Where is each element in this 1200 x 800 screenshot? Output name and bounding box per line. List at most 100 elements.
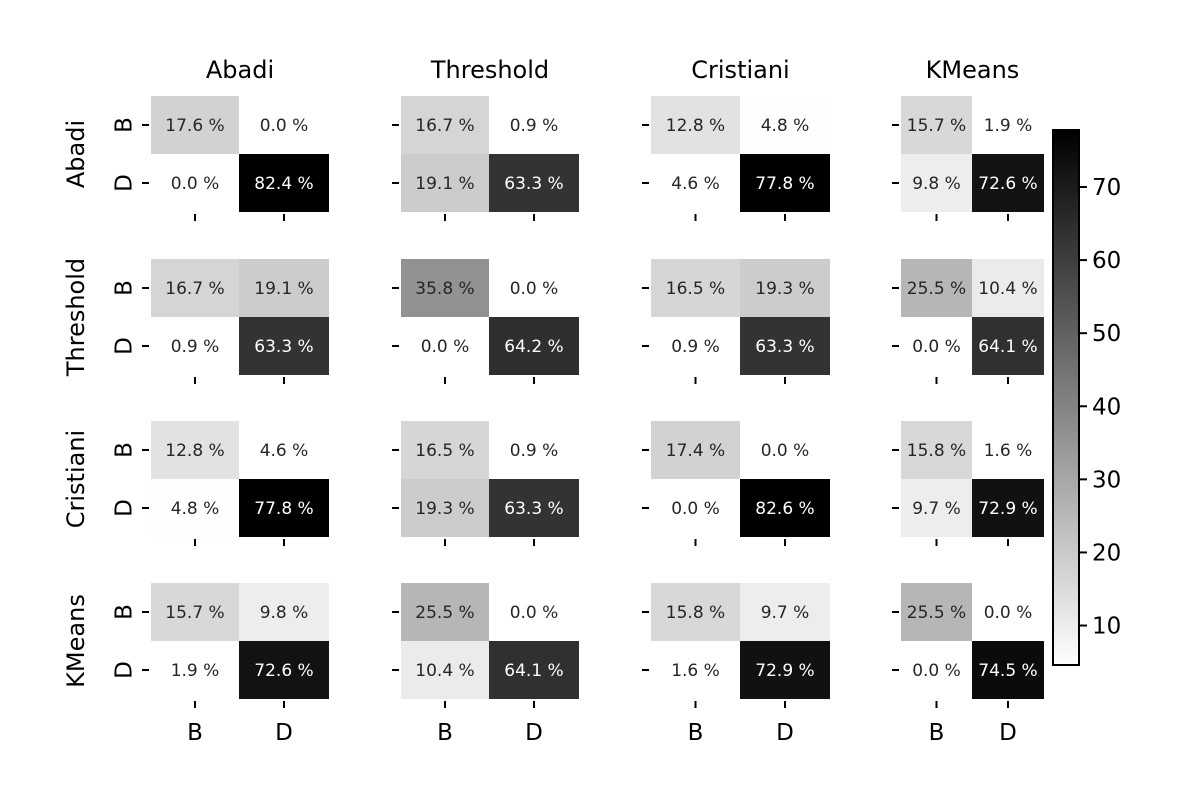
heatmap-cell: [151, 96, 239, 154]
cell-value-label: 16.7 %: [415, 116, 474, 136]
row-title-kmeans: KMeans: [62, 594, 90, 688]
heatmap-cell: [972, 96, 1044, 154]
panel-cristiani-vs-abadi: 12.8 % 4.6 % 4.8 % 77.8 % B D: [112, 421, 329, 546]
x-tick-label-b: B: [437, 720, 453, 746]
cell-value-label: 4.8 %: [761, 116, 810, 136]
cell-value-label: 19.1 %: [254, 279, 313, 299]
heatmap-cell: [740, 259, 830, 317]
colorbar-tick-label: 50: [1092, 321, 1121, 347]
panel-kmeans-vs-cristiani: 15.8 % 9.7 % 1.6 % 72.9 % B D: [642, 583, 830, 746]
cell-value-label: 1.6 %: [671, 661, 720, 681]
column-title-abadi: Abadi: [206, 56, 274, 84]
heatmap-cell: [489, 317, 579, 375]
cell-value-label: 17.6 %: [165, 116, 224, 136]
heatmap-cell: [489, 583, 579, 641]
heatmap-cell: [901, 154, 972, 212]
cell-value-label: 9.8 %: [912, 174, 961, 194]
cell-value-label: 4.6 %: [260, 441, 309, 461]
heatmap-cell: [651, 259, 740, 317]
heatmap-cell: [489, 154, 579, 212]
heatmap-cell: [239, 259, 329, 317]
cell-value-label: 9.8 %: [260, 603, 309, 623]
cell-value-label: 0.0 %: [761, 441, 810, 461]
heatmap-cell: [651, 317, 740, 375]
heatmap-cell: [239, 583, 329, 641]
column-title-cristiani: Cristiani: [691, 56, 789, 84]
heatmap-cell: [901, 421, 972, 479]
cell-value-label: 72.9 %: [978, 499, 1037, 519]
panel-cristiani-vs-threshold: 16.5 % 0.9 % 19.3 % 63.3 %: [392, 421, 579, 546]
heatmap-cell: [651, 421, 740, 479]
panel-threshold-vs-kmeans: 25.5 % 10.4 % 0.0 % 64.1 %: [892, 259, 1044, 384]
heatmap-cell: [401, 154, 489, 212]
heatmap-cell: [740, 96, 830, 154]
heatmap-cell: [901, 259, 972, 317]
colorbar-gradient: [1052, 129, 1080, 666]
y-tick-label-d: D: [112, 337, 138, 355]
cell-value-label: 63.3 %: [755, 337, 814, 357]
colorbar-tick-label: 10: [1092, 614, 1121, 640]
cell-value-label: 64.1 %: [504, 661, 563, 681]
heatmap-cell: [151, 154, 239, 212]
panel-kmeans-vs-threshold: 25.5 % 0.0 % 10.4 % 64.1 % B D: [392, 583, 579, 746]
cell-value-label: 12.8 %: [666, 116, 725, 136]
heatmap-cell: [151, 259, 239, 317]
heatmap-cell: [901, 479, 972, 537]
cell-value-label: 1.9 %: [984, 116, 1033, 136]
cell-value-label: 35.8 %: [415, 279, 474, 299]
heatmap-cell: [901, 96, 972, 154]
cell-value-label: 64.2 %: [504, 337, 563, 357]
colorbar-tick-label: 20: [1092, 540, 1121, 566]
panel-abadi-vs-cristiani: 12.8 % 4.8 % 4.6 % 77.8 %: [642, 96, 830, 221]
panel-abadi-vs-kmeans: 15.7 % 1.9 % 9.8 % 72.6 %: [892, 96, 1044, 221]
heatmap-cell: [740, 317, 830, 375]
cell-value-label: 0.0 %: [510, 279, 559, 299]
heatmap-cell: [239, 421, 329, 479]
heatmap-cell: [151, 583, 239, 641]
heatmap-cell: [972, 479, 1044, 537]
cell-value-label: 0.9 %: [510, 441, 559, 461]
column-title-kmeans: KMeans: [926, 56, 1020, 84]
heatmap-cell: [972, 583, 1044, 641]
heatmap-cell: [651, 479, 740, 537]
cell-value-label: 17.4 %: [666, 441, 725, 461]
cell-value-label: 19.3 %: [415, 499, 474, 519]
panel-abadi-vs-threshold: 16.7 % 0.9 % 19.1 % 63.3 %: [392, 96, 579, 221]
colorbar-tick-label: 70: [1092, 175, 1121, 201]
cell-value-label: 72.6 %: [978, 174, 1037, 194]
cell-value-label: 0.9 %: [510, 116, 559, 136]
panels-layer: 17.6 % 0.0 % 0.0 % 82.4 % B D 16.7 % 0.9 % 19.1 …: [62, 56, 1044, 746]
cell-value-label: 16.7 %: [165, 279, 224, 299]
cell-value-label: 0.9 %: [671, 337, 720, 357]
heatmap-cell: [401, 479, 489, 537]
cell-value-label: 19.3 %: [755, 279, 814, 299]
x-tick-label-d: D: [776, 720, 794, 746]
heatmap-cell: [489, 96, 579, 154]
cell-value-label: 1.6 %: [984, 441, 1033, 461]
heatmap-cell: [239, 154, 329, 212]
heatmap-cell: [151, 479, 239, 537]
cell-value-label: 0.0 %: [421, 337, 470, 357]
y-tick-label-b: B: [112, 604, 138, 620]
row-title-cristiani: Cristiani: [62, 430, 90, 528]
x-tick-label-d: D: [999, 720, 1017, 746]
cell-value-label: 0.0 %: [912, 661, 961, 681]
heatmap-cell: [489, 421, 579, 479]
panel-kmeans-vs-kmeans: 25.5 % 0.0 % 0.0 % 74.5 % B D: [892, 583, 1044, 746]
colorbar-tick-label: 60: [1092, 248, 1121, 274]
heatmap-cell: [651, 154, 740, 212]
colorbar-tick-label: 40: [1092, 394, 1121, 420]
panel-cristiani-vs-kmeans: 15.8 % 1.6 % 9.7 % 72.9 %: [892, 421, 1044, 546]
cell-value-label: 19.1 %: [415, 174, 474, 194]
heatmap-cell: [740, 479, 830, 537]
cell-value-label: 1.9 %: [171, 661, 220, 681]
row-title-threshold: Threshold: [62, 258, 90, 377]
cell-value-label: 15.7 %: [907, 116, 966, 136]
cell-value-label: 0.0 %: [260, 116, 309, 136]
heatmap-cell: [401, 317, 489, 375]
cell-value-label: 15.8 %: [907, 441, 966, 461]
x-tick-label-b: B: [688, 720, 704, 746]
x-tick-label-b: B: [187, 720, 203, 746]
